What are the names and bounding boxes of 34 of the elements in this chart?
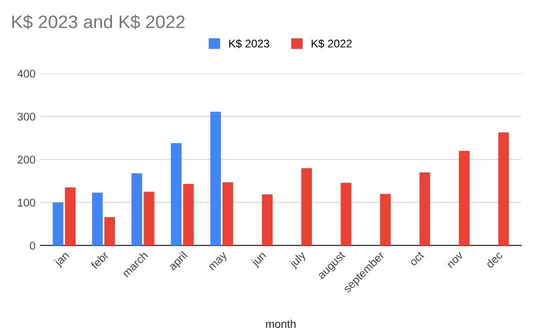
x-tick-label: dec bbox=[485, 250, 504, 268]
x-tick-label: oct bbox=[409, 251, 424, 266]
y-tick-label: 400 bbox=[17, 70, 36, 78]
bar bbox=[262, 194, 273, 246]
legend-label: K$ 2022 bbox=[312, 39, 352, 48]
legend-label: K$ 2023 bbox=[229, 39, 270, 48]
bar bbox=[52, 202, 64, 246]
bar bbox=[104, 217, 115, 246]
x-tick-label: jan bbox=[53, 250, 71, 268]
bar bbox=[132, 173, 142, 246]
bar bbox=[340, 182, 352, 246]
bar bbox=[419, 172, 430, 246]
y-tick-label: 0 bbox=[30, 242, 36, 250]
x-axis-title: month bbox=[266, 320, 296, 328]
bar bbox=[380, 194, 391, 246]
bar bbox=[92, 192, 103, 246]
chart-title: K$ 2023 and K$ 2022 bbox=[12, 14, 185, 30]
bar bbox=[498, 132, 509, 246]
bar bbox=[222, 182, 234, 246]
y-tick-label: 300 bbox=[18, 112, 36, 121]
x-tick-label: nov bbox=[447, 252, 464, 268]
bar bbox=[210, 112, 221, 246]
x-tick-label: may bbox=[208, 252, 230, 272]
bar bbox=[144, 192, 154, 246]
bar bbox=[301, 168, 312, 246]
bar bbox=[183, 184, 194, 246]
x-tick-label: july bbox=[288, 250, 308, 270]
bar bbox=[458, 150, 470, 246]
bar bbox=[170, 143, 182, 246]
x-tick-label: febr bbox=[90, 250, 110, 270]
x-tick-label: jun bbox=[250, 250, 268, 268]
bar bbox=[64, 187, 76, 246]
y-tick-label: 200 bbox=[18, 156, 36, 164]
y-tick-label: 100 bbox=[18, 198, 36, 207]
